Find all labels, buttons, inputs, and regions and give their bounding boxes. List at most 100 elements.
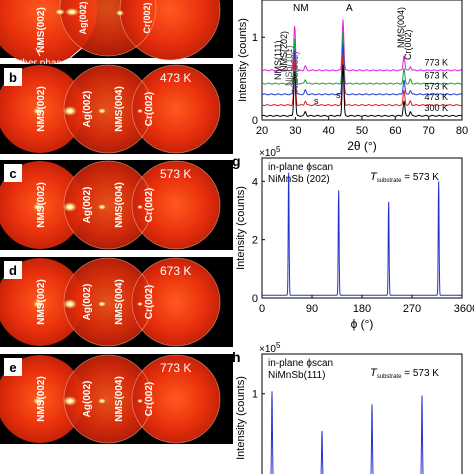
rheed-label: NMS(002) bbox=[36, 182, 47, 228]
peak-label: NMS(111) bbox=[273, 40, 283, 80]
y-tick-label: 1 bbox=[252, 32, 258, 44]
peak-label: Cr(002) bbox=[403, 29, 413, 60]
scan-label: in-plane ϕscan bbox=[268, 162, 333, 173]
rheed-spot bbox=[137, 108, 143, 114]
plot-area bbox=[261, 353, 463, 474]
rheed-spot bbox=[98, 204, 106, 210]
x-tick-label: 80 bbox=[456, 125, 468, 137]
rheed-label: Cr(002) bbox=[144, 188, 155, 222]
x-tick-label: 180 bbox=[353, 303, 371, 315]
temperature-label: 773 K bbox=[160, 361, 191, 375]
rheed-spot bbox=[98, 108, 106, 114]
peak-label: s bbox=[336, 90, 341, 100]
peak-label: NMS(004) bbox=[396, 7, 406, 48]
rheed-panel-a: NMS(002) Ag(002) Cr(002) Other phases bbox=[0, 0, 233, 69]
rheed-disk-edge bbox=[131, 64, 221, 154]
rheed-disk bbox=[132, 258, 220, 346]
substrate-label: Tsubstrate = 573 K bbox=[370, 171, 439, 184]
panel-letter-box bbox=[4, 358, 22, 376]
panel-letter: b bbox=[9, 70, 17, 85]
rheed-disk-edge bbox=[131, 257, 221, 347]
annotation-arrow bbox=[69, 47, 83, 59]
panel-letter: d bbox=[9, 263, 17, 278]
x-tick-label: 50 bbox=[356, 125, 368, 137]
x-axis-label: ϕ (°) bbox=[351, 317, 374, 331]
rheed-disk bbox=[64, 355, 152, 443]
sample-label: NiMnSb(111) bbox=[268, 370, 325, 381]
rheed-panel-e: e 773 K NMS(002) Ag(002) NMS(004) Cr(002) bbox=[0, 354, 233, 444]
rheed-disk bbox=[132, 161, 220, 249]
rheed-label: Ag(002) bbox=[82, 284, 93, 321]
peak-label: NiSb(101) bbox=[284, 45, 294, 86]
peak-label: A bbox=[346, 3, 353, 14]
plot-area bbox=[261, 157, 463, 299]
peak-label: s bbox=[314, 96, 319, 106]
y-axis-label: Intensity (counts) bbox=[235, 376, 247, 460]
x-tick-label: 0 bbox=[259, 303, 265, 315]
rheed-label: Ag(002) bbox=[82, 381, 93, 418]
series-label: 773 K bbox=[424, 57, 448, 67]
rheed-disk bbox=[132, 65, 220, 153]
rheed-label: NMS(004) bbox=[114, 182, 125, 228]
y-axis-label: Intensity (counts) bbox=[237, 18, 249, 102]
rheed-label: Ag(002) bbox=[82, 187, 93, 224]
y-exponent: ×105 bbox=[259, 341, 281, 355]
rheed-spot bbox=[137, 204, 143, 210]
series-label: 473 K bbox=[424, 92, 448, 102]
peak-label: NM bbox=[293, 3, 309, 14]
y-tick-label: 0 bbox=[252, 293, 258, 305]
rheed-label: NMS(004) bbox=[114, 279, 125, 325]
panel-letter-box bbox=[4, 164, 22, 182]
y-tick-label: 4 bbox=[252, 176, 258, 188]
sample-label: NiMnSb (202) bbox=[268, 174, 330, 185]
rheed-panel-b: b 473 K NMS(002) Ag(002) NMS(004) Cr(002) bbox=[0, 64, 233, 154]
rheed-label: Cr(002) bbox=[144, 285, 155, 319]
temperature-label: 673 K bbox=[160, 264, 191, 278]
y-axis-label: Intensity (counts) bbox=[235, 186, 247, 270]
temperature-label: 473 K bbox=[160, 71, 191, 85]
rheed-label: Ag(002) bbox=[78, 1, 88, 34]
x-axis-label: 2θ (°) bbox=[347, 139, 376, 153]
temperature-label: 573 K bbox=[160, 167, 191, 181]
x-tick-label: 40 bbox=[323, 125, 335, 137]
rheed-spot bbox=[137, 301, 143, 307]
rheed-disk bbox=[64, 161, 152, 249]
scan-label: in-plane ϕscan bbox=[268, 358, 333, 369]
series-label: 573 K bbox=[424, 81, 448, 91]
panel-letter-box bbox=[4, 68, 22, 86]
rheed-label: NMS(004) bbox=[114, 86, 125, 132]
rheed-label: Ag(002) bbox=[82, 91, 93, 128]
x-tick-label: 270 bbox=[403, 303, 421, 315]
rheed-spot bbox=[63, 299, 77, 309]
panel-letter-box bbox=[4, 261, 22, 279]
series-label: 300 K bbox=[424, 103, 448, 113]
rheed-label: NMS(002) bbox=[36, 86, 47, 132]
rheed-spot bbox=[98, 301, 106, 307]
x-tick-label: 70 bbox=[423, 125, 435, 137]
rheed-panels: NMS(002) Ag(002) Cr(002) Other phases b 4… bbox=[0, 0, 233, 444]
rheed-spot bbox=[33, 300, 43, 308]
rheed-spot bbox=[63, 202, 77, 212]
rheed-disk-edge bbox=[131, 354, 221, 444]
rheed-panel-d: d 673 K NMS(002) Ag(002) NMS(004) Cr(002) bbox=[0, 257, 233, 347]
series-label: 673 K bbox=[424, 71, 448, 81]
rheed-label: NMS(002) bbox=[36, 279, 47, 325]
x-tick-label: 30 bbox=[289, 125, 301, 137]
peak-label: NiSb(002) bbox=[290, 51, 300, 92]
panel-letter: e bbox=[9, 360, 16, 375]
series-line bbox=[261, 53, 462, 107]
panel-letter: c bbox=[9, 166, 16, 181]
rheed-label: Cr(002) bbox=[142, 2, 152, 33]
rheed-spot bbox=[63, 106, 77, 116]
x-tick-label: 90 bbox=[306, 303, 318, 315]
rheed-spot bbox=[33, 397, 43, 405]
other-phases-annotation: Other phases bbox=[12, 58, 72, 69]
series-line bbox=[261, 64, 462, 117]
y-tick-label: 2 bbox=[252, 235, 258, 247]
panel-letter: g bbox=[232, 153, 241, 169]
y-tick-label: 1 bbox=[252, 389, 258, 401]
